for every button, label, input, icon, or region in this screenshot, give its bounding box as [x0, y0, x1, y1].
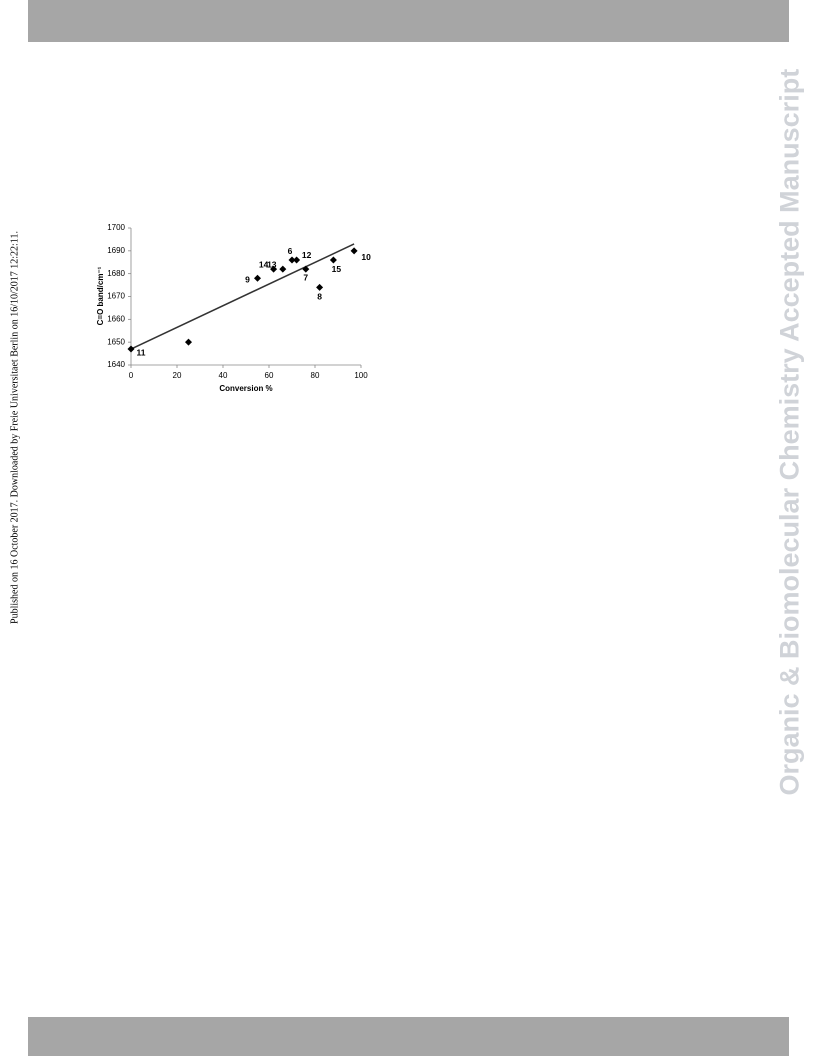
- trendline: [130, 243, 355, 350]
- y-tick-label: 1690: [107, 246, 125, 255]
- point-label: 10: [361, 252, 371, 262]
- x-tick-label: 40: [219, 371, 228, 380]
- x-axis-label: Conversion %: [219, 384, 272, 393]
- point-label: 11: [137, 347, 146, 357]
- data-point: [302, 265, 310, 273]
- x-tick-label: 20: [173, 371, 182, 380]
- data-point: [279, 265, 287, 273]
- y-tick-label: 1670: [107, 292, 125, 301]
- point-label: 13: [267, 259, 277, 269]
- y-tick-label: 1640: [107, 360, 125, 369]
- point-label: 8: [317, 292, 322, 302]
- data-point: [316, 283, 324, 291]
- x-tick-label: 0: [129, 371, 134, 380]
- x-tick-label: 100: [354, 371, 368, 380]
- data-point: [293, 256, 301, 264]
- data-point: [350, 247, 358, 255]
- y-tick-label: 1650: [107, 337, 125, 346]
- data-point: [127, 345, 135, 353]
- data-point: [270, 265, 278, 273]
- data-point: [185, 338, 192, 346]
- x-tick-label: 60: [265, 371, 274, 380]
- y-tick-label: 1700: [107, 223, 125, 232]
- data-point: [329, 256, 337, 264]
- point-label: 6: [288, 246, 293, 256]
- y-tick-label: 1660: [107, 314, 125, 323]
- y-tick-label: 1680: [107, 269, 125, 278]
- data-point: [288, 256, 296, 264]
- point-label: 14: [259, 259, 269, 269]
- x-tick-label: 80: [311, 371, 320, 380]
- data-point: [254, 274, 261, 282]
- y-axis-label: C=O band/cm⁻¹: [96, 266, 105, 325]
- point-label: 15: [332, 264, 342, 274]
- header-bar: [28, 0, 789, 42]
- footer-bar: [28, 1017, 789, 1056]
- point-label: 9: [245, 274, 250, 284]
- point-label: 12: [302, 250, 312, 260]
- point-label: 7: [303, 272, 308, 282]
